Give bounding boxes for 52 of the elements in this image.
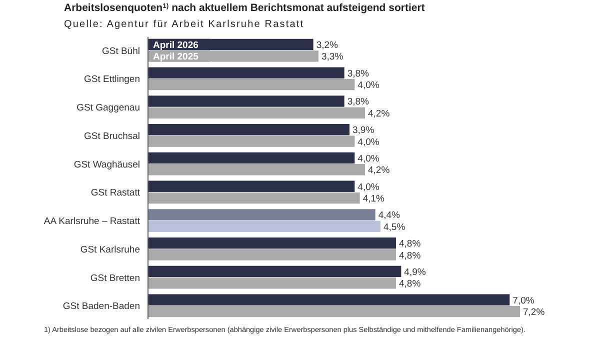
chart-title: Arbeitslosenquoten$^{1)}$ nach aktuellem Berichtsmonat aufsteigend sortiert: [64, 2, 426, 14]
bar: [148, 96, 344, 107]
bar: [148, 209, 376, 220]
data-label: 3,2%: [316, 40, 339, 51]
y-tick-label: GSt Bühl: [102, 46, 140, 57]
data-label: 4,1%: [362, 194, 386, 205]
data-label: 4,2%: [368, 108, 390, 120]
bar: [148, 266, 402, 278]
data-label: 3,9%: [352, 125, 375, 136]
bar: [148, 78, 355, 90]
y-tick-label: GSt Bruchsal: [84, 130, 140, 142]
data-label: 4,8%: [399, 250, 422, 262]
bar: [148, 124, 350, 136]
data-label: 4,8%: [399, 238, 422, 250]
bar: [148, 67, 344, 78]
data-label: 3,3%: [322, 52, 344, 63]
bar: [148, 237, 396, 249]
bar: [148, 220, 380, 232]
bar: [148, 107, 365, 119]
data-label: 4,0%: [358, 182, 380, 193]
bar: [148, 152, 355, 164]
data-label: 3,8%: [347, 68, 370, 80]
y-tick-label: GSt Waghäusel: [74, 159, 140, 170]
data-label: 3,8%: [347, 96, 370, 108]
series-label: April 2025: [153, 52, 200, 63]
y-tick-label: AA Karlsruhe – Rastatt: [44, 216, 140, 228]
y-tick-label: GSt Rastatt: [90, 188, 140, 199]
data-label: 4,9%: [404, 266, 426, 278]
bar: [148, 249, 396, 260]
y-tick-label: GSt Gaggenau: [76, 102, 140, 114]
data-label: 4,5%: [384, 222, 406, 233]
bar: [148, 294, 510, 306]
y-tick-label: GSt Ettlingen: [84, 74, 140, 86]
bar: [148, 164, 365, 176]
y-tick-label: GSt Baden-Baden: [62, 301, 140, 312]
data-label: 4,2%: [368, 165, 390, 176]
chart-subtitle: Quelle: Agentur für Arbeit Karlsruhe Rastatt: [64, 19, 304, 30]
bar: [148, 306, 520, 318]
bar: [148, 136, 355, 147]
data-label: 4,0%: [358, 136, 380, 148]
data-label: 7,2%: [523, 307, 546, 318]
data-label: 4,4%: [378, 210, 401, 222]
y-tick-label: GSt Karlsruhe: [80, 244, 140, 256]
data-label: 4,0%: [358, 153, 380, 164]
y-tick-label: GSt Bretten: [90, 272, 140, 284]
bar: [148, 192, 360, 204]
series-label: April 2026: [153, 40, 198, 51]
bar: [148, 180, 355, 192]
data-label: 7,0%: [512, 295, 535, 306]
data-label: 4,8%: [399, 278, 422, 290]
bar: [148, 278, 396, 289]
data-label: 4,0%: [358, 80, 380, 92]
